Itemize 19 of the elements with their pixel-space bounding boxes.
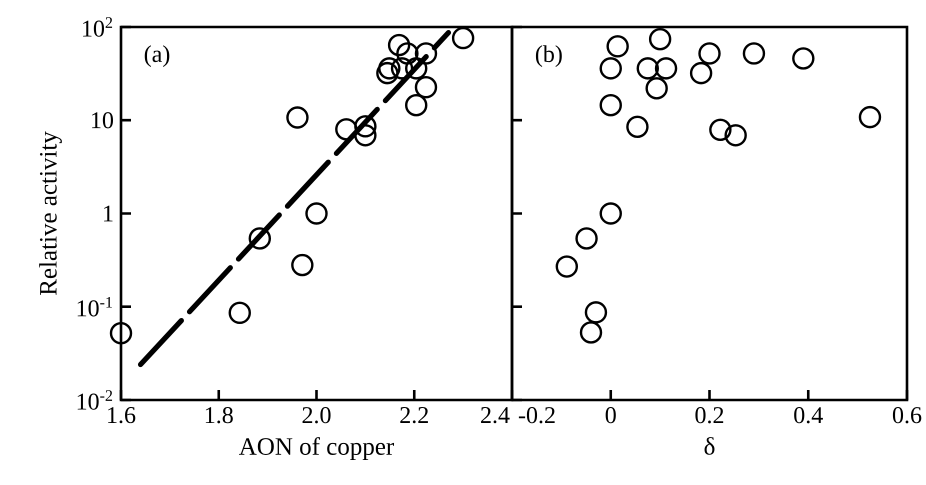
y-tick-label: 10$^{-1}$ [78,296,112,316]
x-tick-label: 1.8 [206,407,233,424]
x-tick-label: 0.6 [892,407,922,424]
y-axis-title: Relative activity [39,131,62,296]
y-tick-label: 1 [104,206,113,222]
annotation: (a) [144,45,170,68]
x-tick-label: 0.2 [695,407,724,424]
x-tick-label: 2.0 [302,407,331,424]
x-tick-label: 2.4 [481,407,510,424]
x-tick-label: 0 [606,407,616,424]
x-tick-label: 1.6 [108,407,136,424]
x-tick-label: -0.2 [518,407,555,424]
y-tick-label: 10$^{2}$ [83,17,112,37]
x-tick-label: 0.4 [794,407,823,424]
x-axis-title: δ [704,437,714,455]
y-tick-label: 10 [92,112,114,128]
annotation: (b) [536,45,562,68]
x-tick-label: 2.2 [400,407,428,424]
x-axis-title: AON of copper [239,437,394,460]
